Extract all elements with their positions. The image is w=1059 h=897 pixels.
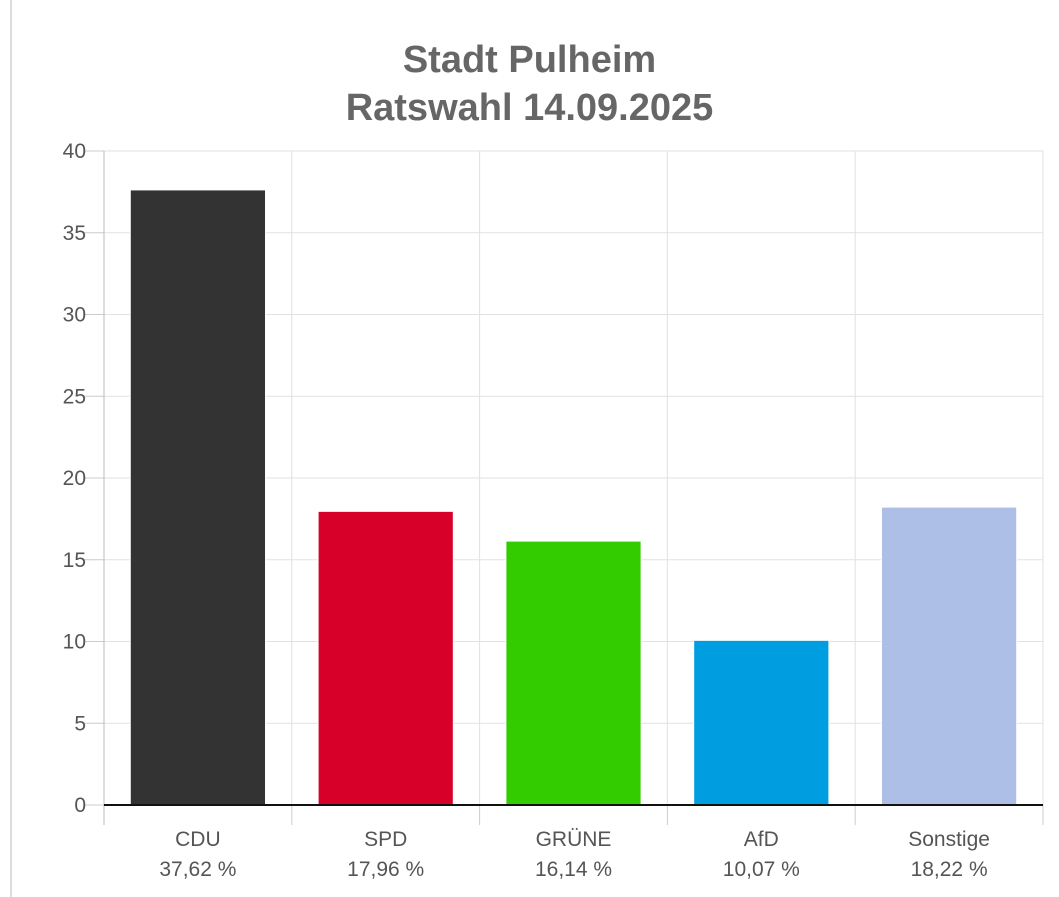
y-tick-label: 25 — [63, 385, 86, 408]
chart-subtitle: Ratswahl 14.09.2025 — [345, 87, 714, 129]
bar-afd — [693, 639, 830, 806]
y-tick-label: 10 — [63, 631, 86, 654]
x-value-label: 37,62 % — [159, 858, 236, 881]
y-tick-label: 5 — [74, 712, 86, 735]
bar-spd — [317, 510, 454, 806]
x-category-label: CDU — [175, 828, 221, 851]
y-tick-label: 15 — [63, 549, 86, 572]
x-category-label: GRÜNE — [536, 828, 612, 851]
y-tick-label: 30 — [63, 304, 86, 327]
bar-sonstige — [880, 506, 1018, 806]
bar-cdu — [129, 189, 267, 806]
x-value-label: 18,22 % — [911, 858, 988, 881]
y-tick-label: 40 — [63, 140, 86, 163]
x-value-label: 16,14 % — [535, 858, 612, 881]
bar-grüne — [505, 540, 642, 806]
y-tick-label: 20 — [63, 467, 86, 490]
y-tick-label: 35 — [63, 222, 86, 245]
chart-title: Stadt Pulheim — [402, 39, 657, 81]
x-category-label: SPD — [364, 828, 407, 851]
chart-frame — [10, 0, 1059, 897]
x-category-label: Sonstige — [908, 828, 990, 851]
x-category-label: AfD — [744, 828, 779, 851]
x-value-label: 17,96 % — [347, 858, 424, 881]
y-tick-label: 0 — [74, 794, 86, 817]
x-value-label: 10,07 % — [723, 858, 800, 881]
